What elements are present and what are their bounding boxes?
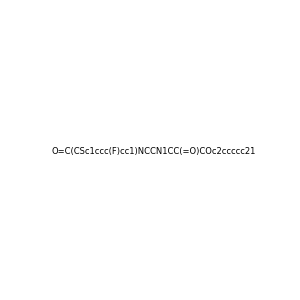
Text: O=C(CSc1ccc(F)cc1)NCCN1CC(=O)COc2ccccc21: O=C(CSc1ccc(F)cc1)NCCN1CC(=O)COc2ccccc21 (52, 147, 256, 156)
